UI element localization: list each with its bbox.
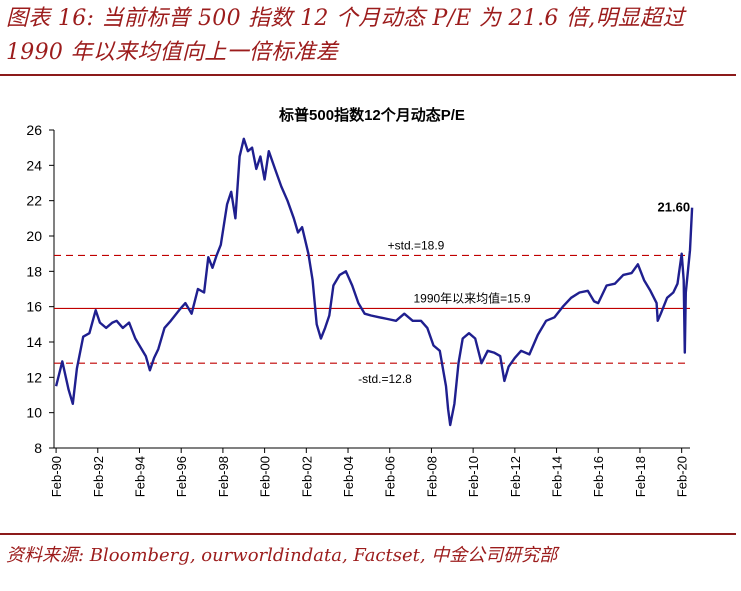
chart-title: 标普500指数12个月动态P/E (278, 106, 465, 124)
y-tick-label: 16 (26, 299, 42, 315)
pe-series-line (54, 137, 694, 427)
reference-lines: +std.=18.9 1990年以来均值=15.9 -std.=12.8 (54, 238, 690, 386)
x-tick-label: Feb-18 (633, 456, 648, 497)
x-tick-label: Feb-16 (591, 456, 606, 497)
x-tick-label: Feb-06 (383, 456, 398, 497)
x-tick-label: Feb-98 (216, 456, 231, 497)
y-tick-label: 8 (34, 440, 42, 456)
x-tick-label: Feb-12 (508, 456, 523, 497)
y-tick-label: 12 (26, 369, 42, 385)
top-rule (0, 74, 736, 76)
ref-line-label: -std.=12.8 (358, 372, 412, 386)
x-tick-label: Feb-00 (258, 456, 273, 497)
latest-value-label: 21.60 (658, 200, 691, 215)
y-tick-label: 20 (26, 228, 42, 244)
y-tick-label: 18 (26, 263, 42, 279)
x-tick-label: Feb-08 (424, 456, 439, 497)
x-tick-label: Feb-14 (550, 456, 565, 497)
y-tick-label: 22 (26, 193, 42, 209)
ref-line-label: 1990年以来均值=15.9 (413, 290, 530, 305)
ref-line-label: +std.=18.9 (388, 238, 445, 252)
bottom-rule (0, 533, 736, 535)
x-axis: Feb-90 Feb-92 Feb-94 Feb-96 Feb-98 Feb-00 Feb-… (49, 447, 690, 497)
x-tick-label: Feb-20 (675, 456, 690, 497)
y-tick-label: 10 (26, 405, 42, 421)
y-tick-label: 24 (26, 157, 42, 173)
x-tick-label: Feb-94 (132, 456, 147, 497)
y-tick-label: 14 (26, 334, 42, 350)
pe-line-chart: 标普500指数12个月动态P/E 8 10 12 14 16 18 20 22 24 26 Feb… (26, 106, 694, 497)
x-tick-label: Feb-02 (299, 456, 314, 497)
x-tick-label: Feb-10 (466, 456, 481, 497)
x-tick-label: Feb-92 (91, 456, 106, 497)
y-axis: 8 10 12 14 16 18 20 22 24 26 (26, 122, 55, 456)
x-tick-label: Feb-04 (341, 456, 356, 497)
source-note: 资料来源: Bloomberg, ourworldindata, Factset… (6, 545, 558, 566)
y-tick-label: 26 (26, 122, 42, 138)
x-tick-label: Feb-96 (174, 456, 189, 497)
x-tick-label: Feb-90 (49, 456, 64, 497)
figure-title: 图表 16: 当前标普 500 指数 12 个月动态 P/E 为 21.6 倍,… (6, 6, 685, 65)
